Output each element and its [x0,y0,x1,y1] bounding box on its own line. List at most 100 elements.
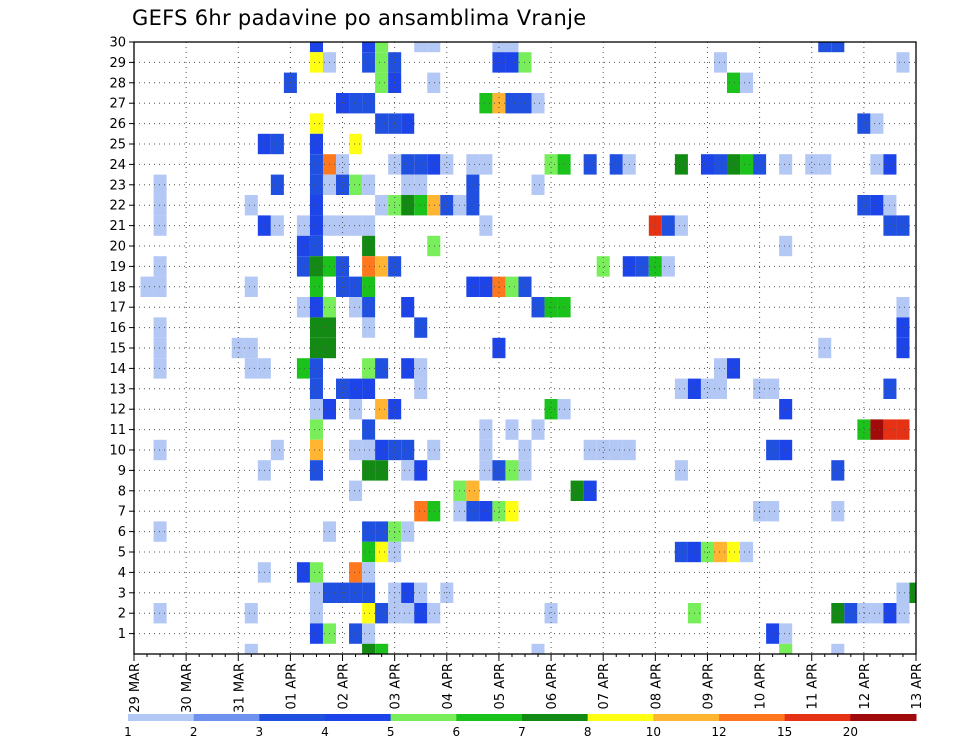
heatmap-cell [505,52,519,73]
y-tick-label: 1 [118,627,126,642]
heatmap-cell [596,439,610,461]
heatmap-cell [362,603,376,624]
heatmap-cell [479,215,493,236]
heatmap-cell [831,643,845,654]
heatmap-cell [375,460,389,481]
heatmap-cell [362,460,376,481]
heatmap-cell [153,174,167,195]
y-tick-label: 4 [118,566,126,581]
heatmap-cell [466,195,480,216]
heatmap-cell [414,501,428,522]
axes: 1234567891011121314151617181920212223242… [109,36,925,713]
heatmap-cell [479,419,493,440]
heatmap-cell [466,501,480,522]
heatmap-cell [531,643,545,654]
heatmap-cell [362,42,376,53]
legend-swatch [719,714,786,721]
heatmap-cell [831,42,845,53]
heatmap-cell [505,501,519,522]
y-tick-label: 18 [109,280,126,295]
x-tick-label: 11 APR [806,663,821,709]
heatmap-cell [531,419,545,440]
heatmap-cell [609,154,623,175]
heatmap-cell [727,541,741,563]
heatmap-cell [427,72,441,93]
y-tick-label: 16 [109,321,126,336]
heatmap-cell [909,582,916,603]
heatmap-cell [414,195,428,216]
y-tick-label: 12 [109,403,126,418]
legend-label: 3 [256,725,264,739]
heatmap-cell [674,215,688,236]
y-tick-label: 25 [109,138,126,153]
legend-label: 4 [321,725,329,739]
heatmap-cell [531,297,545,318]
heatmap-cell [401,154,415,175]
heatmap-cell [140,276,154,297]
heatmap-cell [505,42,519,53]
heatmap-cell [479,439,493,461]
legend-swatch [850,714,917,721]
legend-label: 7 [518,725,526,739]
dotted-grid [134,41,916,654]
heatmap-cell [857,113,871,134]
heatmap-cell [362,174,376,195]
heatmap-cell [309,195,323,216]
heatmap-cell [375,603,389,624]
y-tick-label: 20 [109,240,126,255]
heatmap-cell [492,93,506,114]
heatmap-cell [544,603,558,624]
heatmap-cell [309,133,323,155]
x-tick-label: 05 APR [493,663,508,709]
y-tick-label: 9 [118,464,126,479]
heatmap-cell [818,42,832,53]
heatmap-cell [153,256,167,277]
heatmap-cell [309,460,323,481]
heatmap-cell [349,399,363,420]
y-tick-label: 14 [109,362,126,377]
heatmap-cell [896,215,910,236]
heatmap-cell [805,154,819,175]
heatmap-cell [779,235,793,257]
heatmap-cell [414,378,428,399]
y-tick-label: 30 [109,36,126,51]
heatmap-cell [244,195,258,216]
y-tick-label: 24 [109,158,126,173]
heatmap-cell [401,358,415,379]
heatmap-cell [349,276,363,297]
heatmap-cell [362,52,376,73]
heatmap-cell [375,195,389,216]
heatmap-cell [349,623,363,644]
heatmap-cell [401,174,415,195]
heatmap-cell [844,603,858,624]
heatmap-cell [309,113,323,134]
legend-swatch [784,714,851,721]
heatmap-cell [466,480,480,501]
heatmap-cell [661,256,675,277]
heatmap-cell [583,439,597,461]
heatmap-cell [375,643,389,654]
heatmap-cell [296,562,310,583]
heatmap-cell [740,72,754,93]
legend-swatch [587,714,654,721]
legend-label: 12 [711,725,726,739]
heatmap-cell [505,460,519,481]
heatmap-cell [362,643,376,654]
x-tick-label: 30 MAR [180,663,195,713]
heatmap-cell [309,603,323,624]
heatmap-cell [700,378,714,399]
heatmap-cell [362,256,376,277]
heatmap-cell [674,541,688,563]
heatmap-cell [309,358,323,379]
heatmap-cell [309,297,323,318]
heatmap-cell [309,276,323,297]
heatmap-cell [727,154,741,175]
heatmap-cell [505,419,519,440]
heatmap-cell [375,256,389,277]
heatmap-cell [479,460,493,481]
heatmap-cell [362,358,376,379]
heatmap-cell [505,276,519,297]
heatmap-cell [375,439,389,461]
legend-label: 20 [843,725,858,739]
heatmap-cell [896,337,910,359]
